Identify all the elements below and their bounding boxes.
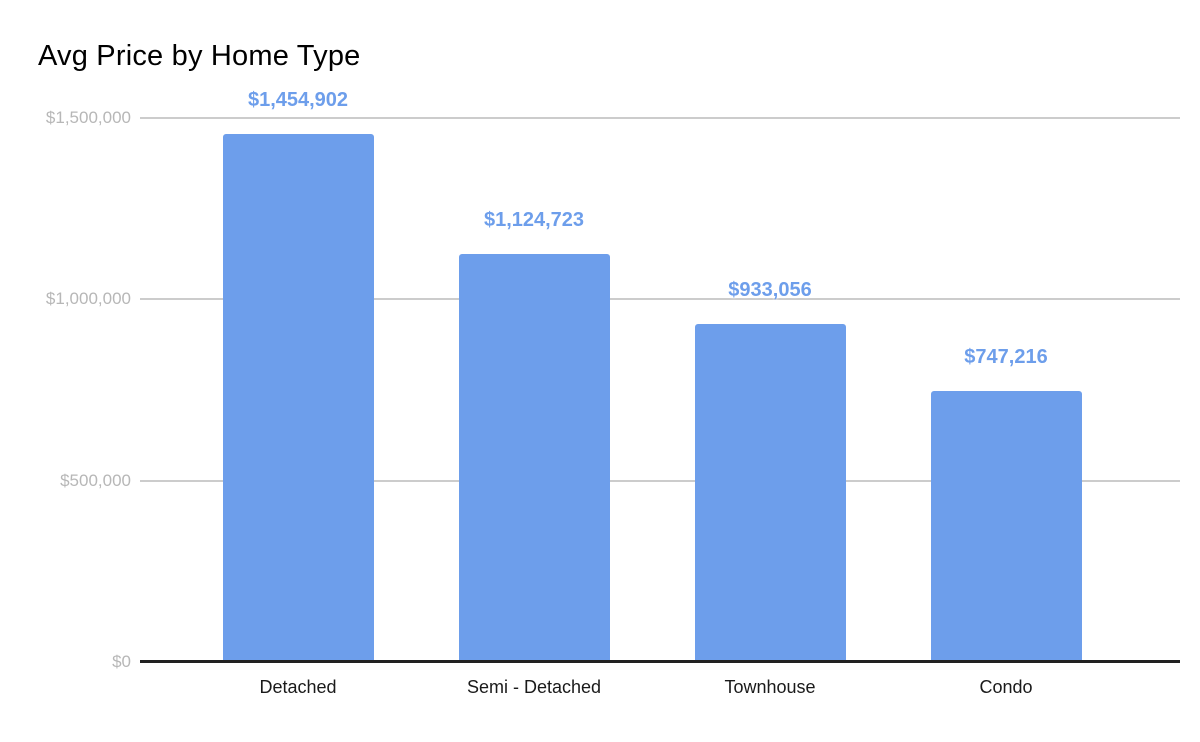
y-tick-label: $1,500,000	[45, 108, 131, 127]
gridline	[140, 117, 1180, 119]
y-tick-label: $0	[112, 652, 131, 671]
x-axis-label-detached: Detached	[259, 677, 337, 697]
bar-group-townhouse: $933,056 Townhouse	[652, 118, 888, 697]
bar-semi-detached[interactable]: $1,124,723	[458, 209, 610, 662]
bars-row: $1,454,902 Detached $1,124,723 Semi - De…	[180, 89, 1124, 697]
bar-detached[interactable]: $1,454,902	[222, 89, 374, 662]
bar-townhouse[interactable]: $933,056	[694, 279, 846, 662]
gridline	[140, 479, 1180, 482]
bar-value-label-townhouse: $933,056	[728, 278, 812, 301]
x-axis-label-semi-detached: Semi - Detached	[466, 677, 602, 697]
bar-group-detached: $1,454,902 Detached	[180, 89, 416, 697]
bar-value-label-detached: $1,454,902	[247, 89, 349, 112]
y-tick-label: $500,000	[60, 470, 131, 490]
x-axis-label-condo: Condo	[979, 677, 1033, 697]
plot-area: $0 $500,000 $1,000,000 $1,500,000 $1,454,90…	[46, 89, 1180, 697]
y-tick-label: $1,000,000	[45, 289, 131, 309]
gridlines-layer	[140, 117, 1180, 662]
bar-value-label-semi-detached: $1,124,723	[483, 209, 585, 232]
x-axis-label-townhouse: Townhouse	[724, 677, 816, 697]
bar-condo[interactable]: $747,216	[930, 346, 1082, 662]
gridline	[140, 298, 1180, 301]
bar-group-condo: $747,216 Condo	[888, 118, 1124, 697]
y-axis-labels: $0 $500,000 $1,000,000 $1,500,000	[46, 108, 1180, 671]
x-axis-line	[140, 660, 1180, 663]
bar-group-semi-detached: $1,124,723 Semi - Detached	[416, 118, 652, 697]
bar-value-label-condo: $747,216	[964, 346, 1048, 369]
chart-title: Avg Price by Home Type	[38, 40, 361, 72]
